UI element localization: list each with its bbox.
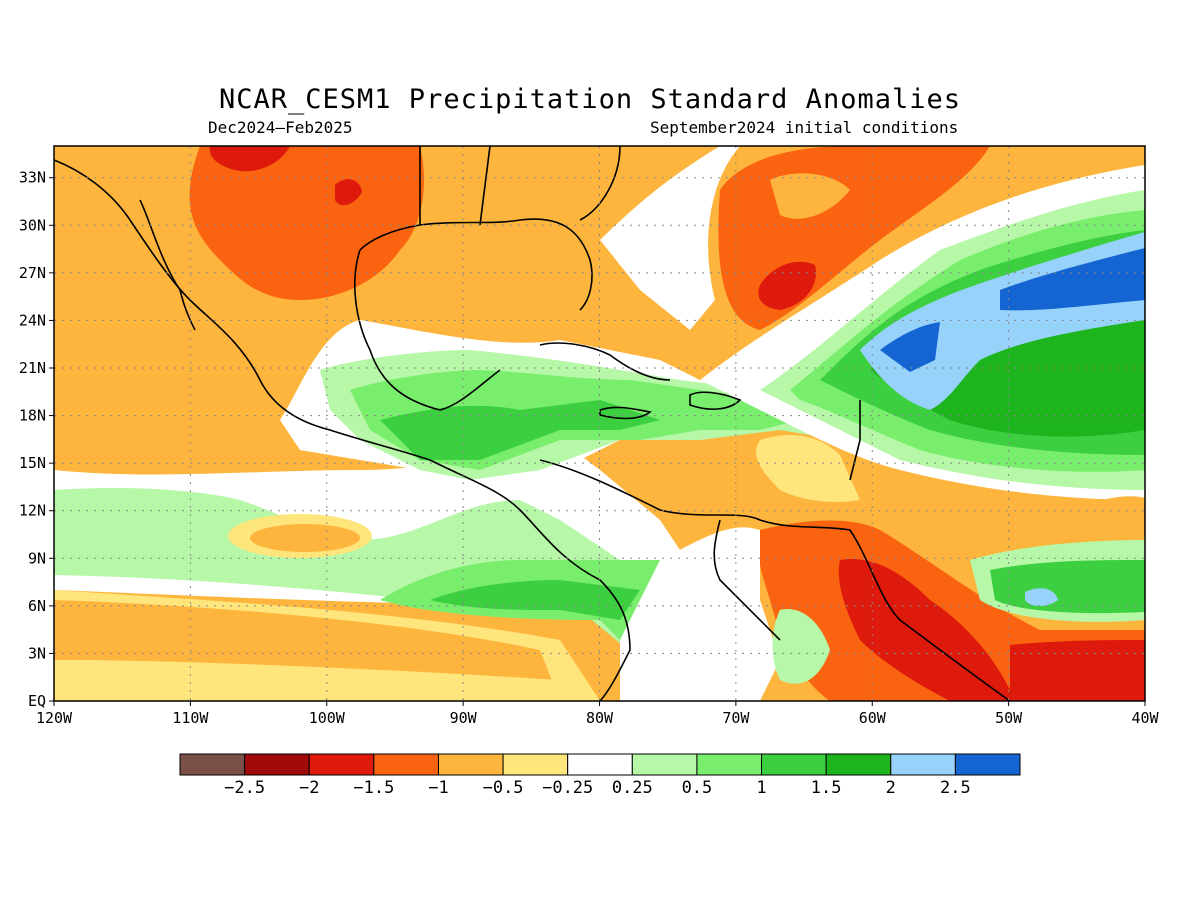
- colorbar-label: −2.5: [224, 778, 265, 798]
- colorbar-swatch: [244, 753, 310, 776]
- lat-tick-label: 9N: [28, 549, 46, 567]
- colorbar-label: −0.25: [542, 778, 593, 798]
- colorbar-swatch: [502, 753, 569, 776]
- lon-tick-label: 40W: [1131, 709, 1159, 727]
- field-orange-inner: [770, 173, 850, 219]
- lon-tick-label: 120W: [36, 709, 73, 727]
- chart-title: NCAR_CESM1 Precipitation Standard Anomal…: [219, 84, 961, 115]
- colorbar-swatch: [761, 753, 827, 776]
- field-red-mexico2: [335, 179, 362, 206]
- field-lightgreen-venezuela: [772, 609, 830, 684]
- field-orange-blob: [250, 524, 360, 552]
- lon-tick-label: 60W: [859, 709, 887, 727]
- field-mid-green-pacific: [430, 580, 640, 620]
- lat-tick-label: 27N: [19, 264, 46, 282]
- colorbar-label: −1: [428, 778, 448, 798]
- lat-tick-label: 12N: [19, 502, 46, 520]
- lat-tick-label: 18N: [19, 407, 46, 425]
- colorbar-swatch: [825, 753, 892, 776]
- colorbar-label: −0.5: [483, 778, 524, 798]
- field-lightblue-se: [1025, 588, 1058, 606]
- field-yellow-south2: [54, 660, 560, 701]
- field-blue-atlantic: [1000, 248, 1145, 311]
- colorbar-swatch: [696, 753, 763, 776]
- colorbar-swatch: [954, 753, 1021, 776]
- longitude-axis: 120W 110W 100W 90W 80W 70W 60W 50W 40W: [36, 701, 1160, 727]
- field-green-pacific: [380, 560, 700, 660]
- lat-tick-label: EQ: [28, 692, 46, 710]
- lon-tick-label: 50W: [995, 709, 1023, 727]
- field-orange-se: [1090, 496, 1145, 532]
- field-red-mexico: [209, 146, 290, 172]
- colorbar-label: 1: [756, 778, 766, 798]
- anomaly-field: [54, 146, 1145, 701]
- graticule: [54, 146, 1145, 701]
- colorbar-swatch: [437, 753, 504, 776]
- colorbar-label: 1.5: [811, 778, 842, 798]
- colorbar-label: −1.5: [353, 778, 394, 798]
- lon-tick-label: 110W: [172, 709, 209, 727]
- lat-tick-label: 3N: [28, 644, 46, 662]
- field-orange-mexico: [189, 146, 424, 300]
- lon-tick-label: 90W: [450, 709, 478, 727]
- lon-tick-label: 80W: [586, 709, 614, 727]
- field-white-colombia: [620, 527, 780, 701]
- field-red-southamerica: [838, 559, 1010, 701]
- colorbar-label: 2.5: [940, 778, 971, 798]
- colorbar-label: −2: [299, 778, 319, 798]
- season-label: Dec2024–Feb2025: [208, 118, 353, 137]
- lon-tick-label: 100W: [309, 709, 346, 727]
- colorbar-label: 2: [886, 778, 896, 798]
- lat-tick-label: 21N: [19, 359, 46, 377]
- colorbar-swatch: [890, 753, 956, 776]
- lat-tick-label: 15N: [19, 454, 46, 472]
- colorbar-swatch: [373, 753, 439, 776]
- colorbar-swatch: [308, 753, 375, 776]
- colorbar-swatch: [631, 753, 698, 776]
- lat-tick-label: 33N: [19, 169, 46, 187]
- colorbar-label: 0.5: [682, 778, 713, 798]
- coastlines: [54, 146, 1011, 701]
- init-conditions-label: September2024 initial conditions: [650, 118, 959, 137]
- field-green-se: [990, 560, 1145, 614]
- lat-tick-label: 24N: [19, 311, 46, 329]
- colorbar: [179, 753, 1021, 776]
- colorbar-swatch: [179, 753, 246, 776]
- lat-tick-label: 6N: [28, 597, 46, 615]
- colorbar-label: 0.25: [612, 778, 653, 798]
- field-yellow-caribbean: [756, 435, 860, 502]
- field-midgreen-caribbean: [380, 400, 660, 460]
- field-white-eastcoast: [600, 146, 740, 330]
- field-red-southamerica2: [1010, 640, 1145, 701]
- colorbar-labels: −2.5 −2 −1.5 −1 −0.5 −0.25 0.25 0.5 1 1.5 2 2.5: [224, 778, 971, 798]
- colorbar-swatch: [567, 753, 633, 776]
- field-red-atlantic-blob: [758, 261, 816, 310]
- latitude-axis: 33N 30N 27N 24N 21N 18N 15N 12N 9N 6N 3N EQ: [19, 169, 54, 710]
- field-blue-atlantic2: [880, 322, 940, 372]
- lon-tick-label: 70W: [722, 709, 750, 727]
- lat-tick-label: 30N: [19, 216, 46, 234]
